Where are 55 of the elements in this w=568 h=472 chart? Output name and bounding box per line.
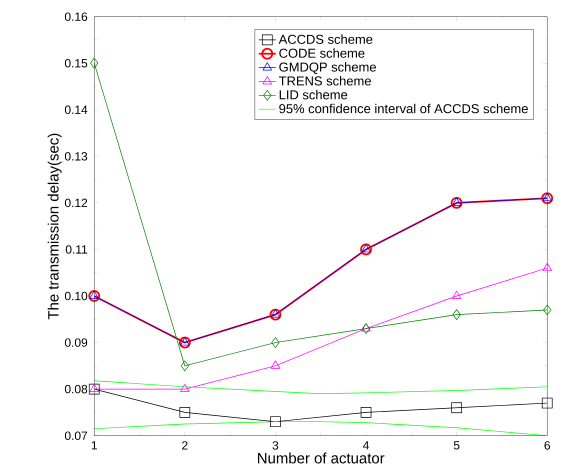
legend-label: 95% confidence interval of ACCDS scheme bbox=[279, 104, 528, 114]
point bbox=[88, 384, 100, 394]
legend-label: GMDQP scheme bbox=[279, 62, 376, 74]
y-tick-label: 0.15 bbox=[64, 59, 88, 68]
point bbox=[451, 402, 462, 414]
point bbox=[542, 262, 552, 271]
point bbox=[542, 192, 552, 202]
x-axis-title: Number of actuator bbox=[258, 452, 384, 464]
point bbox=[90, 290, 99, 299]
point bbox=[361, 323, 371, 332]
line-series bbox=[94, 421, 548, 436]
y-tick-label: 0.14 bbox=[64, 106, 88, 114]
y-axis-title: The transmission delay(sec) bbox=[48, 134, 62, 320]
point bbox=[452, 198, 462, 206]
y-tick-label: 0.11 bbox=[66, 245, 88, 254]
point bbox=[270, 308, 282, 321]
x-tick-label: 5 bbox=[454, 441, 460, 450]
point bbox=[180, 384, 190, 392]
legend-label: ACCDS scheme bbox=[278, 34, 372, 44]
point bbox=[271, 337, 280, 348]
point bbox=[180, 360, 189, 372]
x-tick-label: 4 bbox=[362, 441, 370, 450]
legend-label: CODE scheme bbox=[279, 48, 364, 58]
point bbox=[543, 304, 552, 316]
point bbox=[270, 309, 280, 318]
x-tick-label: 3 bbox=[272, 441, 278, 450]
y-tick-label: 0.07 bbox=[64, 431, 88, 440]
y-tick-label: 0.13 bbox=[64, 152, 88, 161]
point bbox=[541, 192, 554, 204]
y-tick-label: 0.12 bbox=[64, 198, 88, 208]
point bbox=[360, 407, 372, 418]
point bbox=[360, 244, 372, 256]
point bbox=[542, 398, 553, 408]
point bbox=[361, 244, 371, 252]
point bbox=[452, 309, 461, 320]
point bbox=[90, 384, 99, 392]
x-tick-label: 2 bbox=[182, 441, 188, 450]
point bbox=[179, 407, 190, 418]
point bbox=[450, 196, 463, 209]
y-tick-label: 0.10 bbox=[64, 292, 88, 300]
point bbox=[270, 360, 280, 369]
y-tick-label: 0.09 bbox=[64, 338, 88, 347]
x-tick-label: 1 bbox=[92, 441, 97, 450]
point bbox=[180, 337, 190, 346]
y-tick-label: 0.16 bbox=[64, 12, 88, 21]
point bbox=[178, 336, 191, 348]
point bbox=[270, 416, 281, 428]
legend-label: TRENS scheme bbox=[278, 76, 371, 86]
point bbox=[88, 290, 100, 302]
point bbox=[452, 290, 462, 299]
legend-label: LID scheme bbox=[280, 90, 348, 100]
y-tick-label: 0.08 bbox=[64, 384, 88, 394]
point bbox=[90, 58, 98, 69]
point bbox=[362, 323, 370, 334]
x-tick-label: 6 bbox=[544, 441, 550, 450]
